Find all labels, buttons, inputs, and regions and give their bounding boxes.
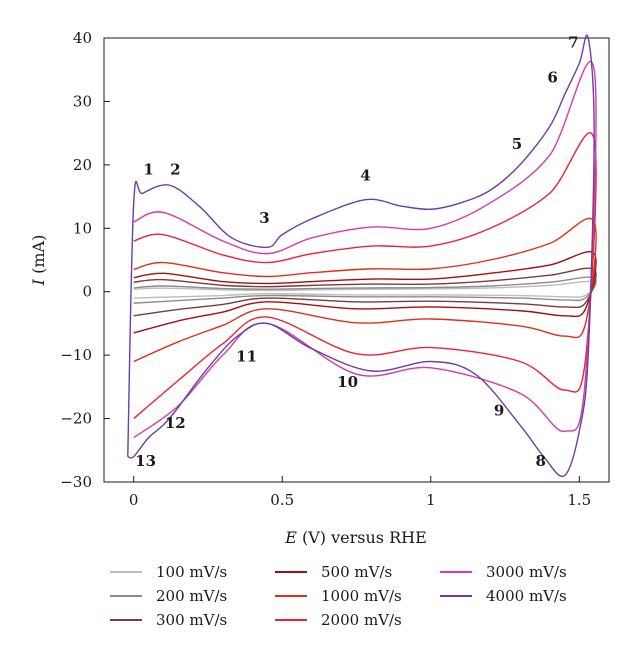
x-tick-label: 0.5: [270, 491, 294, 509]
peak-label: 7: [568, 34, 578, 52]
y-axis-ticks: −30 −20 −10 0 10 20 30 40: [60, 29, 110, 491]
peak-label: 13: [135, 452, 156, 470]
peak-label: 3: [259, 209, 269, 227]
peak-label: 5: [512, 135, 522, 153]
legend-item: 300 mV/s: [110, 610, 227, 630]
y-tick-label: 0: [82, 283, 92, 301]
series-line: [133, 276, 597, 304]
peak-label: 12: [165, 414, 186, 432]
legend-item: 500 mV/s: [275, 562, 392, 582]
series-lines: [127, 34, 597, 478]
legend-swatch: [275, 571, 307, 573]
y-tick-label: 30: [73, 92, 92, 110]
plot-area-frame: [103, 37, 610, 483]
y-tick-label: 40: [73, 29, 92, 47]
legend-swatch: [275, 595, 307, 597]
series-line: [127, 34, 595, 478]
legend-item: 100 mV/s: [110, 562, 227, 582]
legend-swatch: [275, 619, 307, 621]
series-line: [133, 217, 597, 363]
x-axis-ticks: 0 0.5 1 1.5: [129, 476, 591, 509]
legend-label: 3000 mV/s: [486, 563, 567, 581]
peak-label: 1: [143, 160, 153, 178]
peak-label: 8: [535, 452, 545, 470]
x-axis-title: E (V) versus RHE: [284, 528, 427, 547]
peak-label: 2: [170, 160, 180, 178]
legend-item: 200 mV/s: [110, 586, 227, 606]
legend-item: 1000 mV/s: [275, 586, 402, 606]
legend-label: 200 mV/s: [156, 587, 228, 605]
y-tick-label: −10: [60, 346, 92, 364]
x-tick-label: 0: [129, 491, 139, 509]
y-tick-label: 10: [73, 219, 92, 237]
legend-label: 4000 mV/s: [486, 587, 567, 605]
legend-label: 2000 mV/s: [321, 611, 402, 629]
peak-label: 11: [236, 347, 257, 365]
y-tick-label: −30: [60, 473, 92, 491]
y-tick-label: −20: [60, 410, 92, 428]
peak-label: 9: [494, 401, 504, 419]
legend-item: 3000 mV/s: [440, 562, 567, 582]
series-line: [133, 60, 597, 439]
peak-label: 10: [337, 373, 358, 391]
legend-item: 4000 mV/s: [440, 586, 567, 606]
series-line: [133, 267, 597, 317]
legend: 100 mV/s 200 mV/s 300 mV/s 500 mV/s 1000 mV/…: [110, 562, 610, 642]
y-axis-title: I (mA): [29, 235, 48, 287]
legend-label: 100 mV/s: [156, 563, 228, 581]
peak-label: 6: [547, 68, 557, 86]
legend-swatch: [110, 619, 142, 621]
series-line: [133, 251, 597, 334]
legend-swatch: [110, 595, 142, 597]
y-tick-label: 20: [73, 156, 92, 174]
legend-label: 1000 mV/s: [321, 587, 402, 605]
legend-label: 500 mV/s: [321, 563, 393, 581]
x-tick-label: 1: [426, 491, 436, 509]
legend-item: 2000 mV/s: [275, 610, 402, 630]
legend-swatch: [110, 571, 142, 573]
legend-swatch: [440, 571, 472, 573]
legend-swatch: [440, 595, 472, 597]
legend-label: 300 mV/s: [156, 611, 228, 629]
series-line: [133, 132, 597, 420]
x-tick-label: 1.5: [567, 491, 591, 509]
peak-label: 4: [360, 167, 370, 185]
